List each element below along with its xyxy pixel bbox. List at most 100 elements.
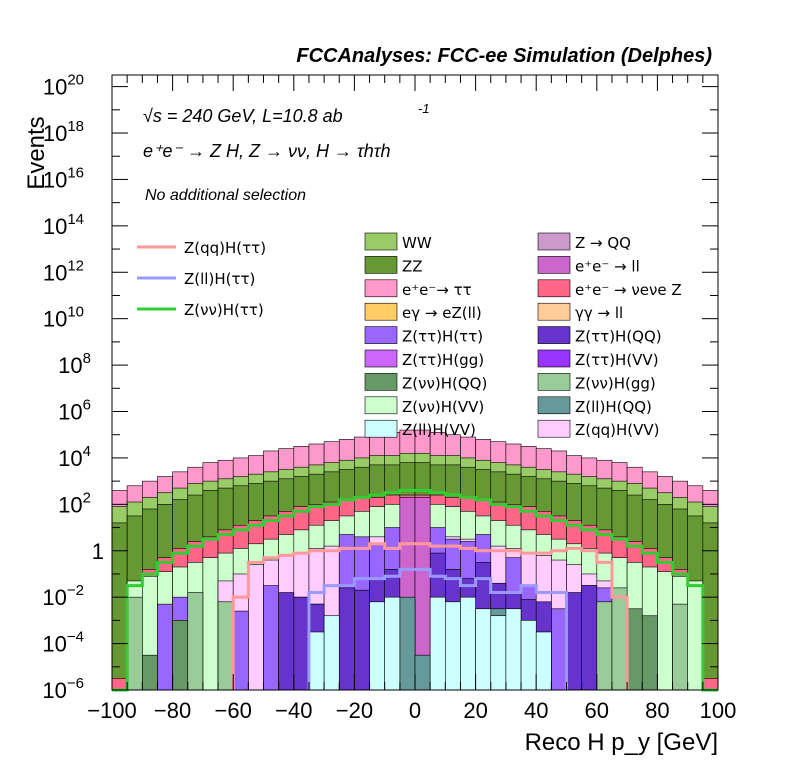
x-tick-label: −100	[87, 698, 137, 723]
sparse-bar	[460, 596, 476, 691]
sparse-bar	[338, 587, 355, 691]
x-tick-label: 20	[463, 698, 487, 723]
sparse-bar	[232, 610, 249, 691]
sparse-bar	[429, 596, 446, 691]
legend-swatch	[537, 232, 571, 251]
sparse-bar	[444, 601, 461, 691]
sparse-bar	[641, 615, 658, 691]
sparse-bar	[505, 608, 522, 691]
sparse-bar	[596, 601, 613, 691]
legend-swatch	[537, 373, 571, 391]
x-tick-label: −80	[154, 698, 191, 723]
overlay-line-Z(qq)H(ττ)	[231, 542, 629, 690]
legend-swatch	[364, 302, 398, 321]
legend-stack-label: Z(νν)H(QQ)	[402, 374, 487, 392]
legend-stack-label: Z(ττ)H(QQ)	[575, 328, 662, 346]
legend-overlay-label: Z(νν)H(ττ)	[184, 301, 264, 319]
sparse-bar	[293, 596, 310, 691]
sparse-bar	[535, 631, 552, 691]
legend-swatch	[364, 349, 398, 368]
legend-stack-label: e⁺e⁻ → νeνe Z	[575, 281, 682, 299]
x-tick-label: 0	[409, 698, 421, 723]
x-tick-label: −40	[275, 698, 312, 723]
annotation-energy: √s = 240 GeV, L=10.8 ab	[143, 106, 343, 126]
x-tick-label: 60	[585, 698, 609, 723]
x-tick-label: 100	[700, 698, 737, 723]
stack-bar	[657, 571, 673, 691]
sparse-series-Z(ll)H(VV)	[308, 596, 552, 691]
y-tick-label: 106	[58, 397, 91, 425]
legend-stack-label: Z(ττ)H(ττ)	[402, 328, 483, 346]
x-tick-label: −20	[336, 698, 373, 723]
y-tick-label: 102	[58, 489, 91, 517]
sparse-bars	[126, 497, 688, 691]
stack-bar	[687, 580, 704, 691]
sparse-bar	[369, 601, 385, 691]
legend-swatch	[537, 349, 571, 368]
legend-stack-label: Z(ττ)H(VV)	[575, 351, 659, 369]
legend-swatch	[364, 419, 398, 438]
sparse-bar	[323, 615, 340, 691]
sparse-bar	[551, 608, 567, 691]
chart-title: FCCAnalyses: FCC-ee Simulation (Delphes)	[296, 45, 712, 67]
overlay-line-Z(ll)H(ττ)	[307, 567, 568, 690]
overlay-line-Z(νν)H(ττ)	[112, 488, 718, 692]
stack-bar	[248, 564, 264, 691]
annotation-selection: No additional selection	[145, 187, 306, 204]
legend-swatch	[537, 279, 571, 298]
y-tick-label: 10−2	[42, 582, 84, 610]
sparse-bar	[278, 592, 295, 691]
legend-stack-label: eγ → eZ(ll)	[402, 304, 482, 322]
sparse-bar	[626, 608, 643, 691]
annotation-process: e⁺e⁻ → Z H, Z → νν, H → τhτh	[143, 141, 391, 161]
legend-swatch	[537, 326, 571, 344]
legend-swatch	[364, 373, 398, 391]
sparse-bar	[126, 596, 143, 691]
stack-bar	[702, 522, 719, 691]
legend-swatch	[364, 279, 398, 298]
legend-swatch	[537, 302, 571, 321]
sparse-bar	[414, 654, 431, 691]
legend-stack-label: Z(qq)H(VV)	[575, 421, 660, 439]
sparse-bar	[520, 620, 537, 691]
sparse-bar	[187, 592, 204, 691]
sparse-bar	[354, 589, 370, 691]
sparse-bar	[566, 592, 582, 691]
y-tick-label: 1014	[43, 211, 84, 239]
overlay-lines	[112, 488, 718, 692]
legend-swatch	[364, 396, 398, 415]
y-tick-label: 104	[58, 443, 91, 471]
sparse-bar	[399, 596, 416, 691]
sparse-bar	[384, 596, 401, 691]
legend-stack-label: e⁺e⁻→ ττ	[402, 281, 472, 299]
legend-swatch	[364, 232, 398, 251]
y-axis-label: Events	[23, 116, 50, 189]
legend-stack-label: Z(ll)H(QQ)	[575, 398, 652, 416]
x-tick-label: 40	[524, 698, 548, 723]
stack-bar	[111, 522, 128, 691]
stack-bar	[702, 678, 719, 691]
legend-swatch	[537, 396, 571, 415]
stack-bar	[202, 557, 219, 691]
legend-stack-label: Z → QQ	[575, 234, 631, 252]
y-tick-label: 1020	[43, 72, 84, 100]
sparse-bar	[581, 585, 598, 691]
sparse-series-Z(νν)H(gg)	[126, 587, 688, 691]
sparse-bar	[308, 631, 325, 691]
legend-overlay-label: Z(qq)H(ττ)	[184, 239, 266, 257]
legend-stack-label: Z(ll)H(VV)	[402, 421, 476, 439]
legend-stack-label: Z(νν)H(gg)	[575, 374, 656, 392]
legend-swatch	[537, 256, 571, 274]
y-tick-label: 1	[92, 539, 104, 564]
stack-bar	[111, 678, 128, 691]
x-tick-label: 80	[645, 698, 669, 723]
legend-swatch	[364, 326, 398, 344]
sparse-bar	[475, 608, 492, 691]
sparse-bar	[172, 620, 189, 691]
y-tick-label: 1010	[43, 304, 84, 332]
sparse-bar	[611, 587, 628, 691]
legend-overlay-label: Z(ll)H(ττ)	[184, 270, 255, 288]
legend-swatch	[537, 419, 571, 438]
